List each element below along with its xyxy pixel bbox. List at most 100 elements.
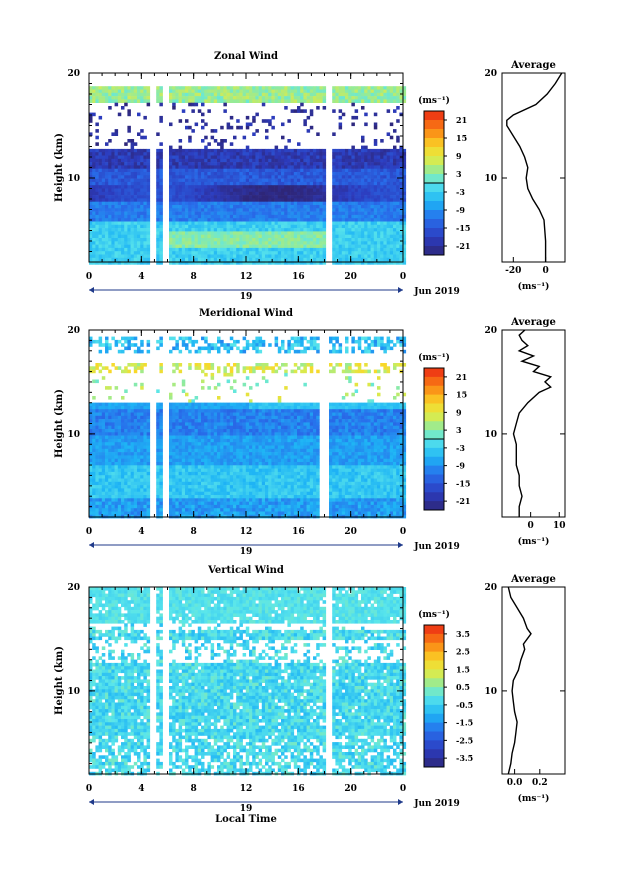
heatmap-cell [175,191,179,196]
heatmap-cell [268,155,272,160]
heatmap-cell [265,363,269,367]
heatmap-cell [137,165,141,169]
heatmap-cell [396,224,400,229]
heatmap-cell [220,145,224,150]
heatmap-cell [255,254,259,259]
heatmap-cell [271,231,275,235]
heatmap-cell [140,415,144,420]
heatmap-cell [188,162,192,166]
heatmap-cell [274,96,279,100]
heatmap-cell [140,129,144,133]
heatmap-cell [319,251,323,255]
heatmap-cell [265,257,269,262]
heatmap-cell [313,165,317,169]
heatmap-cell [242,165,247,169]
heatmap-cell [185,89,189,94]
heatmap-cell [370,201,375,206]
heatmap-cell [329,369,333,374]
heatmap-cell [239,241,243,245]
heatmap-cell [370,399,375,403]
heatmap-cell [396,152,400,156]
heatmap-cell [386,224,391,229]
heatmap-cell [357,244,362,249]
heatmap-cell [389,152,394,156]
heatmap-cell [303,181,307,186]
heatmap-cell [178,247,183,252]
heatmap-cell [402,191,407,196]
heatmap-cell [124,152,128,156]
heatmap-cell [124,99,128,103]
heatmap-cell [95,188,99,193]
heatmap-cell [217,241,221,245]
heatmap-cell [277,234,282,239]
heatmap-cell [383,241,387,245]
heatmap-cell [274,363,279,367]
heatmap-cell [226,214,231,219]
heatmap-cell [351,145,355,150]
heatmap-cell [373,86,378,90]
heatmap-cell [277,409,282,413]
heatmap-cell [319,195,323,199]
heatmap-cell [245,211,250,216]
colorbar-tick-label: -9 [456,205,465,215]
heatmap-cell [197,405,202,410]
heatmap-cell [121,152,125,156]
x-tick-label: 0 [86,272,92,282]
heatmap-cell [204,201,208,206]
heatmap-cell [364,178,368,183]
heatmap-cell [252,261,256,265]
heatmap-cell [316,155,320,160]
heatmap-cell [300,181,304,186]
heatmap-cell [197,257,202,262]
heatmap-cell [111,254,115,259]
heatmap-cell [130,224,135,229]
heatmap-cell [258,231,263,235]
heatmap-cell [281,185,285,189]
heatmap-cell [319,257,323,262]
heatmap-cell [169,191,173,196]
heatmap-cell [351,339,355,344]
heatmap-cell [207,251,211,255]
heatmap-cell [175,211,179,216]
heatmap-cell [361,92,365,97]
heatmap-cell [220,96,224,100]
heatmap-cell [364,211,368,216]
heatmap-cell [306,405,311,410]
heatmap-cell [249,178,253,183]
heatmap-cell [399,188,403,193]
heatmap-cell [169,92,173,97]
heatmap-cell [396,158,400,163]
heatmap-cell [377,369,381,374]
heatmap-cell [293,175,298,179]
heatmap-cell [383,158,387,163]
heatmap-cell [108,172,112,176]
heatmap-cell [252,228,256,232]
heatmap-cell [287,224,291,229]
heatmap-cell [127,201,131,206]
heatmap-cell [249,415,253,420]
heatmap-cell [127,205,131,209]
heatmap-cell [194,155,199,160]
heatmap-cell [201,175,205,179]
heatmap-cell [386,185,391,189]
heatmap-cell [255,224,259,229]
heatmap-cell [133,188,138,193]
heatmap-cell [380,188,384,193]
heatmap-cell [226,211,231,216]
heatmap-cell [143,251,147,255]
heatmap-cell [137,349,141,354]
heatmap-cell [284,234,288,239]
heatmap-cell [98,234,103,239]
heatmap-cell [191,214,195,219]
heatmap-cell [207,148,211,153]
heatmap-cell [277,261,282,265]
heatmap-cell [300,257,304,262]
heatmap-cell [367,185,371,189]
heatmap-cell [156,221,160,226]
heatmap-cell [117,195,122,199]
heatmap-cell [261,231,266,235]
heatmap-cell [204,89,208,94]
heatmap-cell [274,162,279,166]
heatmap-cell [229,165,234,169]
heatmap-cell [297,99,301,103]
